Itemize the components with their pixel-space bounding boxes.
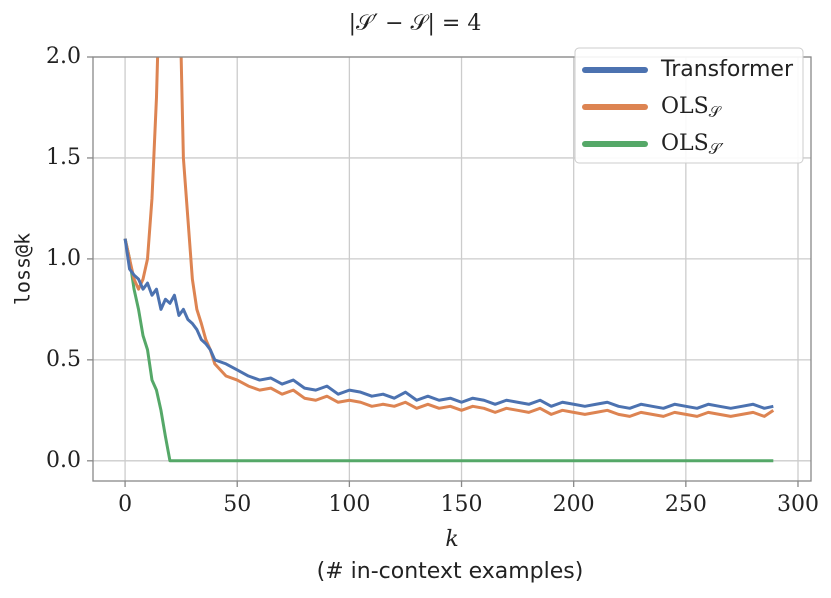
- x-tick-label: 0: [118, 492, 132, 517]
- x-axis-note: (# in-context examples): [317, 559, 584, 584]
- x-tick-label: 100: [328, 492, 370, 517]
- x-axis-label: k: [445, 527, 458, 552]
- series-line: [123, 238, 774, 410]
- legend: Transformer OLS𝒮 OLS𝒮′: [574, 47, 804, 164]
- x-tick-label: 150: [441, 492, 483, 517]
- series-line: [123, 238, 774, 463]
- y-tick-label: 2.0: [46, 44, 81, 69]
- y-tick-label: 0.5: [46, 347, 81, 372]
- legend-label: OLS𝒮′: [661, 131, 724, 158]
- y-tick-label: 1.5: [46, 145, 81, 170]
- axes-frame: [92, 56, 812, 482]
- series-line: [123, 57, 775, 418]
- y-tick-label: 0.0: [46, 448, 81, 473]
- y-axis-label: loss@k: [11, 233, 35, 305]
- x-tick-label: 50: [223, 492, 251, 517]
- chart-title: |𝒮′ − 𝒮| = 4: [349, 11, 482, 36]
- legend-label: Transformer: [660, 57, 794, 82]
- legend-label: OLS𝒮: [661, 94, 722, 121]
- plot-area: [123, 57, 775, 463]
- x-tick-label: 300: [777, 492, 819, 517]
- x-tick-label: 250: [665, 492, 707, 517]
- y-tick-label: 1.0: [46, 246, 81, 271]
- x-tick-label: 200: [553, 492, 595, 517]
- legend-box: [574, 47, 804, 164]
